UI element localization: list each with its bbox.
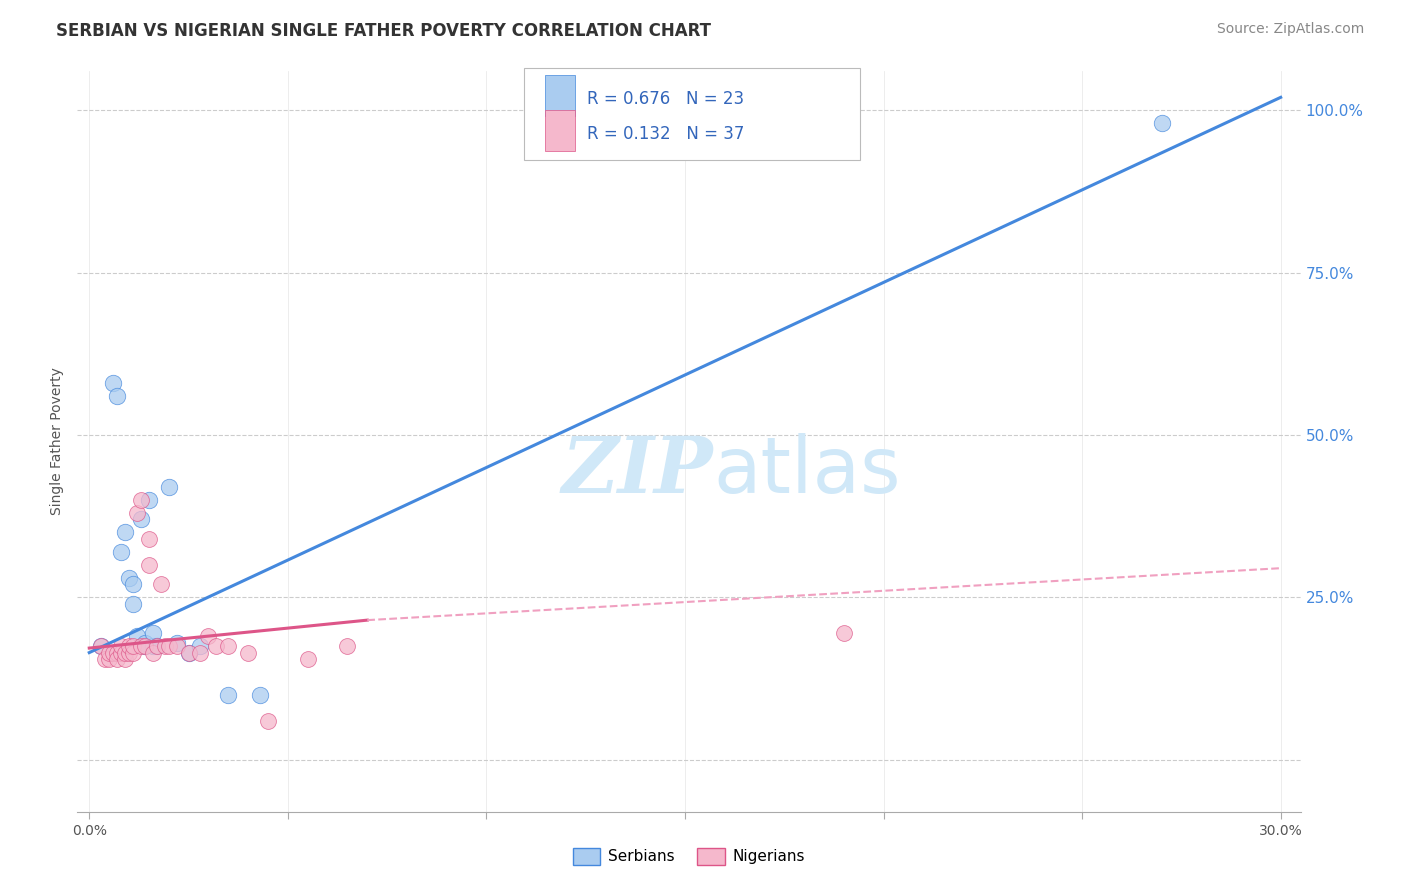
Point bbox=[114, 525, 136, 540]
Point bbox=[101, 376, 124, 390]
Bar bbox=[544, 110, 575, 151]
Legend: Serbians, Nigerians: Serbians, Nigerians bbox=[567, 842, 811, 871]
Point bbox=[142, 646, 165, 660]
Point bbox=[177, 646, 200, 660]
Bar bbox=[544, 75, 575, 116]
Point bbox=[122, 646, 145, 660]
Point bbox=[98, 646, 121, 660]
Point bbox=[157, 480, 180, 494]
Point bbox=[257, 714, 280, 728]
Point bbox=[101, 646, 124, 660]
Point bbox=[153, 639, 176, 653]
Point bbox=[1150, 116, 1173, 130]
Point bbox=[134, 639, 156, 653]
Point bbox=[217, 688, 239, 702]
Point bbox=[149, 577, 172, 591]
Point bbox=[145, 639, 167, 653]
Point bbox=[166, 636, 188, 650]
Point bbox=[105, 652, 128, 666]
Point bbox=[110, 545, 132, 559]
Point bbox=[142, 626, 165, 640]
Point bbox=[832, 626, 855, 640]
Point bbox=[166, 639, 188, 653]
Text: ZIP: ZIP bbox=[562, 433, 713, 509]
Point bbox=[145, 639, 167, 653]
Point bbox=[197, 629, 219, 643]
Point bbox=[205, 639, 228, 653]
Point bbox=[114, 652, 136, 666]
FancyBboxPatch shape bbox=[524, 68, 860, 161]
Point bbox=[138, 532, 160, 546]
Point bbox=[129, 639, 152, 653]
Point bbox=[98, 652, 121, 666]
Point bbox=[114, 646, 136, 660]
Point bbox=[125, 506, 148, 520]
Point bbox=[217, 639, 239, 653]
Point bbox=[105, 646, 128, 660]
Point bbox=[142, 639, 165, 653]
Point bbox=[177, 646, 200, 660]
Point bbox=[190, 639, 212, 653]
Text: R = 0.132   N = 37: R = 0.132 N = 37 bbox=[588, 125, 745, 144]
Point bbox=[129, 512, 152, 526]
Point bbox=[249, 688, 271, 702]
Point bbox=[138, 558, 160, 572]
Point bbox=[134, 636, 156, 650]
Point bbox=[138, 493, 160, 508]
Point bbox=[122, 597, 145, 611]
Point bbox=[90, 639, 112, 653]
Text: R = 0.676   N = 23: R = 0.676 N = 23 bbox=[588, 90, 745, 109]
Point bbox=[110, 646, 132, 660]
Point bbox=[110, 639, 132, 653]
Point bbox=[118, 639, 141, 653]
Text: SERBIAN VS NIGERIAN SINGLE FATHER POVERTY CORRELATION CHART: SERBIAN VS NIGERIAN SINGLE FATHER POVERT… bbox=[56, 22, 711, 40]
Point bbox=[122, 577, 145, 591]
Point bbox=[336, 639, 359, 653]
Point bbox=[90, 639, 112, 653]
Point bbox=[129, 493, 152, 508]
Point bbox=[190, 646, 212, 660]
Y-axis label: Single Father Poverty: Single Father Poverty bbox=[51, 368, 65, 516]
Point bbox=[94, 652, 117, 666]
Point bbox=[118, 646, 141, 660]
Point bbox=[134, 639, 156, 653]
Point bbox=[105, 389, 128, 403]
Point bbox=[236, 646, 259, 660]
Point bbox=[122, 639, 145, 653]
Text: Source: ZipAtlas.com: Source: ZipAtlas.com bbox=[1216, 22, 1364, 37]
Point bbox=[297, 652, 319, 666]
Point bbox=[125, 629, 148, 643]
Text: atlas: atlas bbox=[713, 434, 901, 509]
Point bbox=[118, 571, 141, 585]
Point bbox=[157, 639, 180, 653]
